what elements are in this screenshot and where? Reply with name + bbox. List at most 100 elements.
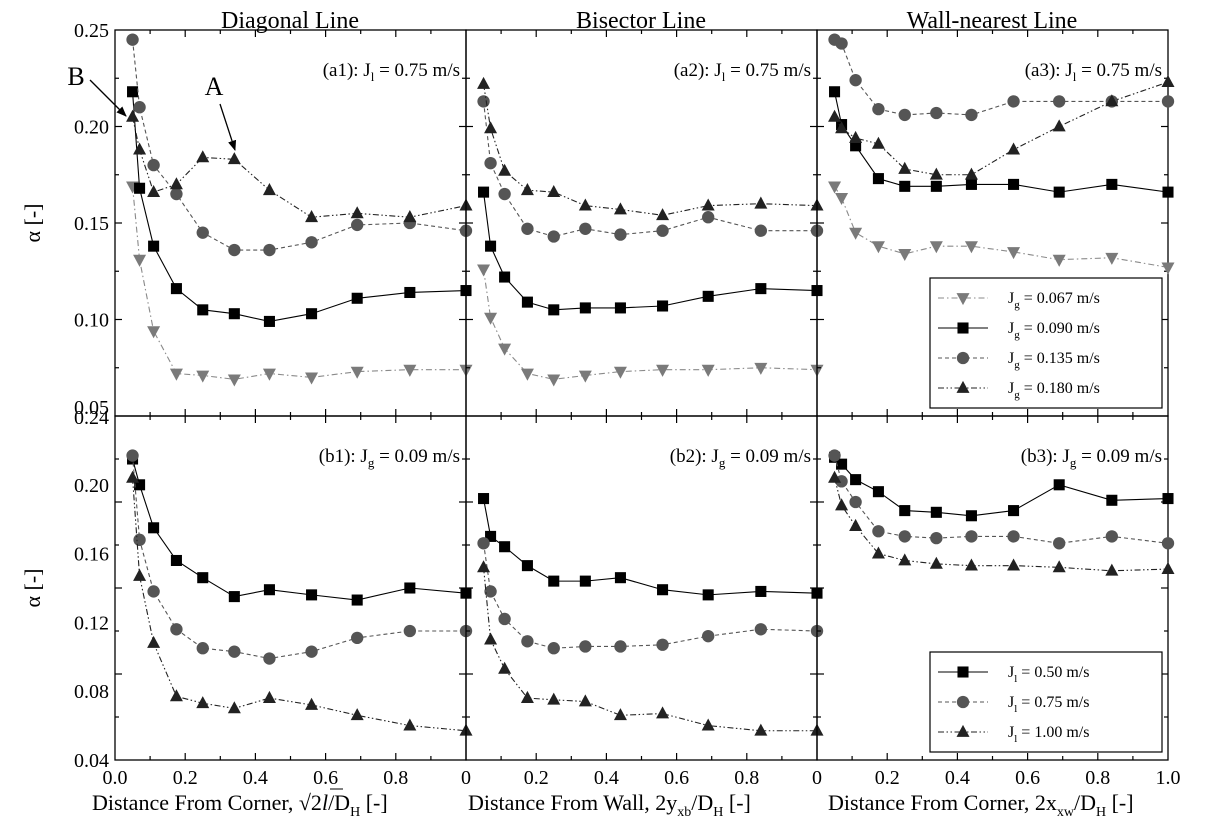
y-axis-label: α [-] [20, 203, 45, 242]
data-point [1052, 560, 1066, 573]
data-point [547, 642, 560, 655]
data-point [228, 645, 241, 658]
data-point [134, 182, 146, 194]
data-point [262, 690, 276, 703]
data-point [170, 554, 182, 567]
legend-marker [956, 724, 970, 737]
legend-marker [956, 351, 970, 365]
data-point [850, 140, 862, 152]
series-line [483, 83, 818, 216]
data-point [930, 506, 942, 518]
panel-label-text: = 0.75 m/s [725, 60, 811, 81]
data-point [965, 108, 978, 122]
data-point [702, 629, 715, 643]
data-point [547, 374, 561, 387]
data-point [849, 130, 863, 143]
legend-sub: l [1014, 703, 1017, 715]
x-tick-label: 0.6 [313, 767, 338, 789]
legend-text: = 0.067 m/s [1020, 290, 1100, 307]
series-square [478, 493, 823, 601]
data-point [1161, 537, 1175, 550]
data-point [702, 589, 714, 601]
data-point [484, 585, 497, 598]
data-point [871, 136, 885, 149]
data-point [197, 304, 209, 316]
data-point [930, 180, 942, 192]
data-point [351, 218, 364, 232]
panel-label-text: (b3): J [1021, 446, 1070, 467]
legend-text: = 1.00 m/s [1017, 724, 1089, 741]
data-point [614, 640, 627, 653]
legend-label: Jl = 0.50 m/s [1008, 664, 1089, 685]
data-point [305, 645, 318, 658]
legend-box [929, 277, 1163, 409]
series-line [834, 455, 1169, 544]
data-point [578, 198, 592, 211]
data-point [1053, 186, 1065, 198]
data-point [701, 198, 715, 211]
data-point [147, 585, 160, 598]
series-tri-down [828, 181, 1175, 275]
data-point [485, 530, 497, 542]
data-point [520, 690, 534, 703]
x-tick-label: 0.8 [383, 767, 408, 789]
legend-text: = 0.75 m/s [1017, 694, 1089, 711]
series-line [483, 269, 818, 380]
data-point [228, 243, 241, 257]
data-point [547, 184, 561, 197]
legend-sub: g [1014, 329, 1020, 341]
series-line [483, 101, 817, 238]
x-tick-label: 0 [461, 767, 471, 789]
data-point [521, 296, 533, 308]
data-point [305, 236, 318, 249]
legend-text: = 0.090 m/s [1020, 320, 1100, 337]
data-point [147, 184, 161, 197]
panel-label: (b2): Jg = 0.09 m/s [670, 446, 811, 470]
data-point [197, 572, 209, 584]
data-point [262, 368, 276, 381]
data-point [614, 572, 626, 584]
data-point [484, 121, 498, 134]
series-line [132, 116, 467, 218]
data-point [828, 109, 842, 122]
x-tick-label: 0.2 [173, 767, 198, 789]
x-label-text: /D [691, 790, 713, 815]
data-point [1105, 94, 1119, 107]
series-line [483, 498, 818, 596]
y-tick-label: 0.20 [74, 117, 109, 139]
data-point [965, 530, 978, 543]
x-tick-label: 0.4 [243, 767, 268, 789]
annotation-B: B [67, 62, 84, 91]
data-point [964, 241, 978, 254]
data-point [499, 541, 511, 553]
legend-sub: g [1014, 359, 1020, 371]
data-point [350, 366, 364, 379]
y-tick-label: 0.04 [74, 750, 109, 772]
y-axis-label: α [-] [20, 568, 45, 607]
panel-b1: 0.04 0.08 0.12 0.16 0.20 0.24 0.0 0.2 0.4 0.6 0.8 0… [74, 407, 473, 789]
data-point [965, 178, 977, 190]
data-point [579, 575, 591, 587]
data-point [169, 689, 183, 702]
data-point [499, 271, 511, 283]
data-point [547, 692, 561, 705]
y-tick-label: 0.20 [74, 475, 109, 497]
data-point [964, 167, 978, 180]
x-tick-label: 0 [812, 767, 822, 789]
legend-text: J [1008, 724, 1014, 741]
series-line [132, 91, 467, 322]
x-label-sub: H [1096, 805, 1106, 820]
legend-marker [957, 666, 969, 678]
x-axis-label-bisector: Distance From Wall, 2yxb/DH [-] [468, 790, 751, 820]
series-circle [828, 449, 1175, 550]
y-tick-label: 0.05 [74, 397, 109, 419]
data-point [1007, 530, 1020, 543]
legend-marker [956, 380, 970, 393]
data-point [306, 308, 318, 320]
data-point [964, 558, 978, 571]
panel-label-text: = 0.75 m/s [374, 60, 460, 81]
series-tri-up [828, 74, 1175, 180]
panel-label-sub: g [1070, 455, 1077, 470]
data-point [1052, 254, 1066, 267]
series-square [127, 453, 472, 606]
